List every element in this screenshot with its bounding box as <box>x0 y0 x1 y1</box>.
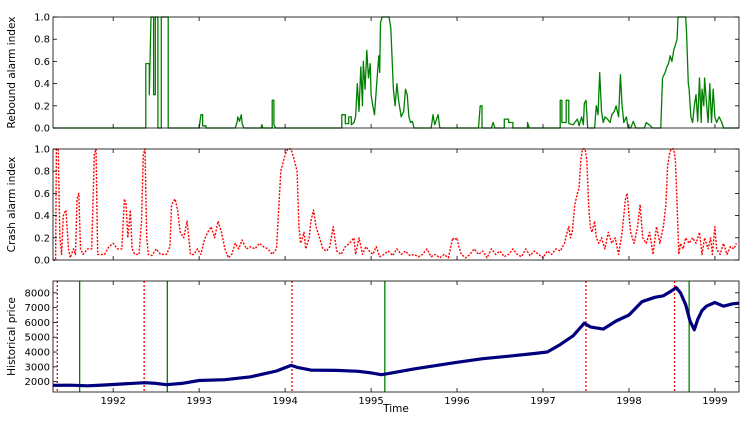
rebound-alarm-plot-area <box>53 16 739 129</box>
y-tick-label: 0.6 <box>34 57 50 68</box>
y-tick-label: 2000 <box>25 377 50 388</box>
historical-price-x-ticks: 1992 1993 1994 1995 1996 1997 1998 1999 <box>100 281 728 407</box>
y-tick-label: 0.4 <box>34 79 50 90</box>
rebound-alarm-series-line <box>53 16 739 129</box>
y-tick-label: 4000 <box>25 348 50 359</box>
crash-alarm-axes-frame <box>52 148 740 261</box>
historical-price-axes-frame <box>52 280 740 393</box>
crash-alarm-y-ticks: 0.0 0.2 0.4 0.6 0.8 1.0 <box>34 145 739 267</box>
y-tick-label: 1.0 <box>34 145 50 156</box>
rebound-alarm-y-axis-label: Rebound alarm index <box>6 17 18 129</box>
historical-price-series-line <box>52 286 740 388</box>
y-tick-label: 0.6 <box>34 189 50 200</box>
rebound-alarm-panel: 0.0 0.2 0.4 0.6 0.8 1.0 Rebound alarm index <box>6 13 740 135</box>
y-tick-label: 0.0 <box>34 124 50 135</box>
y-tick-label: 0.0 <box>34 256 50 267</box>
x-tick-label: 1996 <box>444 396 469 407</box>
y-tick-label: 0.4 <box>34 211 50 222</box>
x-tick-label: 1999 <box>702 396 727 407</box>
y-tick-label: 6000 <box>25 318 50 329</box>
crash-alarm-plot-area <box>53 148 738 261</box>
x-tick-label: 1995 <box>358 396 383 407</box>
x-tick-label: 1994 <box>272 396 297 407</box>
y-tick-label: 0.8 <box>34 35 50 46</box>
y-tick-label: 1.0 <box>34 13 50 24</box>
x-axis-label-time: Time <box>382 403 409 415</box>
y-tick-label: 8000 <box>25 288 50 299</box>
y-tick-label: 0.2 <box>34 233 50 244</box>
crash-alarm-panel: 0.0 0.2 0.4 0.6 0.8 1.0 Crash alarm index <box>6 145 740 267</box>
crash-alarm-series-line <box>53 148 738 261</box>
crash-alarm-y-axis-label: Crash alarm index <box>6 157 18 253</box>
x-tick-label: 1993 <box>186 396 211 407</box>
historical-price-y-axis-label: Historical price <box>6 297 18 376</box>
historical-price-plot-area <box>52 281 740 392</box>
y-tick-label: 5000 <box>25 333 50 344</box>
y-tick-label: 7000 <box>25 303 50 314</box>
rebound-alarm-axes-frame <box>52 16 740 129</box>
x-tick-label: 1992 <box>100 396 125 407</box>
y-tick-label: 0.8 <box>34 167 50 178</box>
x-tick-label: 1997 <box>530 396 555 407</box>
y-tick-label: 3000 <box>25 362 50 373</box>
x-tick-label: 1998 <box>616 396 641 407</box>
y-tick-label: 0.2 <box>34 101 50 112</box>
rebound-alarm-y-ticks: 0.0 0.2 0.4 0.6 0.8 1.0 <box>34 13 739 135</box>
historical-price-y-ticks: 2000 3000 4000 5000 6000 7000 8000 <box>25 288 739 388</box>
